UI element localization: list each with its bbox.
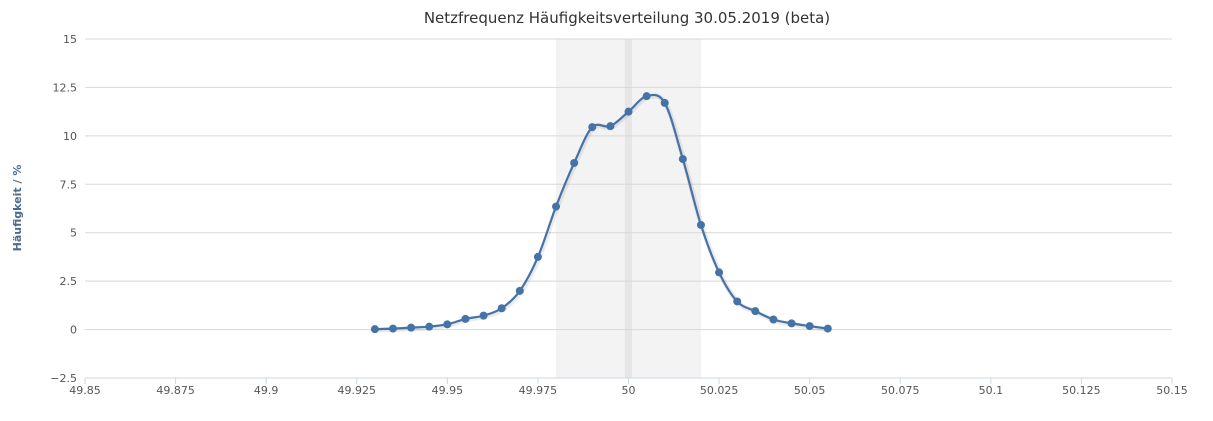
data-point[interactable] [787,319,796,328]
plot-band-1 [624,39,633,378]
data-point[interactable] [533,252,542,261]
x-tick-label: 50.025 [700,384,739,397]
y-tick-label: 10 [63,130,77,143]
data-point[interactable] [715,268,724,277]
x-tick-label: 49.85 [69,384,101,397]
data-point[interactable] [407,323,416,332]
x-tick-label: 50.075 [881,384,920,397]
x-tick-label: 50.125 [1062,384,1101,397]
y-tick-label: 0 [70,324,77,337]
x-tick-label: 50.1 [979,384,1004,397]
x-tick-label: 49.925 [338,384,377,397]
y-axis-ticks: 15 12.5 10 7.5 5 2.5 0 −2.5 [50,33,77,385]
y-tick-label: 12.5 [53,81,78,94]
data-point[interactable] [552,202,561,211]
x-tick-label: 49.95 [432,384,464,397]
y-tick-label: 7.5 [60,178,78,191]
data-point[interactable] [678,155,687,164]
data-point[interactable] [497,304,506,313]
y-tick-label: −2.5 [50,372,77,385]
data-point[interactable] [479,311,488,320]
y-tick-label: 2.5 [60,275,78,288]
data-point[interactable] [370,325,379,334]
series-group [370,92,832,334]
data-point[interactable] [660,98,669,107]
data-point[interactable] [588,123,597,132]
x-tick-label: 50.05 [794,384,826,397]
data-point[interactable] [606,122,615,131]
data-point[interactable] [515,286,524,295]
x-axis-ticks: 49.85 49.875 49.9 49.925 49.95 49.975 50 50.025… [69,377,1188,397]
x-tick-label: 49.9 [254,384,279,397]
data-point[interactable] [805,322,814,331]
data-point[interactable] [823,324,832,333]
y-tick-label: 5 [70,227,77,240]
data-point[interactable] [769,315,778,324]
data-point[interactable] [461,314,470,323]
data-point[interactable] [696,220,705,229]
data-point[interactable] [570,158,579,167]
data-point[interactable] [388,324,397,333]
chart-title: Netzfrequenz Häufigkeitsverteilung 30.05… [424,9,830,27]
data-point[interactable] [443,320,452,329]
data-point[interactable] [425,322,434,331]
x-tick-label: 49.975 [519,384,558,397]
y-axis-label: Häufigkeit / % [11,165,24,252]
x-tick-label: 50.15 [1156,384,1188,397]
data-point[interactable] [733,297,742,306]
data-point[interactable] [642,92,651,101]
plot-bands [556,39,701,378]
data-point[interactable] [751,307,760,316]
data-point[interactable] [624,107,633,116]
x-tick-label: 50 [622,384,636,397]
y-tick-label: 15 [63,33,77,46]
x-tick-label: 49.875 [156,384,195,397]
